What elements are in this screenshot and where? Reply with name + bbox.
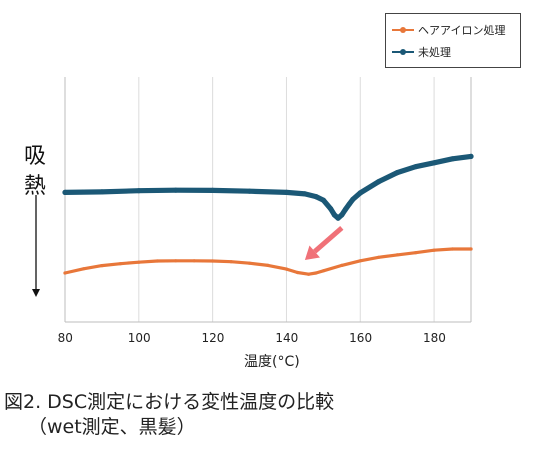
series-0-point-4 bbox=[137, 260, 141, 264]
axis-frame bbox=[64, 77, 472, 323]
vertical-gridlines bbox=[138, 77, 435, 322]
x-tick-label-140: 140 bbox=[275, 331, 299, 345]
series-1-point-1 bbox=[99, 189, 105, 195]
x-tick-label-180: 180 bbox=[422, 331, 446, 345]
series-0-point-5 bbox=[155, 259, 159, 263]
series-0-point-12 bbox=[284, 267, 289, 271]
y-axis-label-char-0: 吸 bbox=[24, 144, 47, 169]
legend-item-hair-iron: ヘアアイロン処理 bbox=[392, 22, 505, 38]
figure-caption-line-1: 図2. DSC測定における変性温度の比較 bbox=[4, 391, 335, 413]
series-1-point-3 bbox=[173, 187, 179, 193]
annotation-arrow-head-0 bbox=[304, 245, 320, 261]
series-0-point-9 bbox=[229, 260, 233, 264]
series-1-point-23 bbox=[468, 153, 474, 159]
series-0-point-18 bbox=[358, 259, 362, 263]
series-0-point-1 bbox=[81, 267, 86, 271]
series-0-point-7 bbox=[192, 259, 196, 263]
series-0-point-2 bbox=[100, 264, 104, 268]
series-1-point-14 bbox=[342, 206, 349, 212]
x-tick-label-120: 120 bbox=[201, 331, 225, 345]
x-tick-label-100: 100 bbox=[127, 331, 151, 345]
figure-caption-line-2: （wet測定、黒髪） bbox=[28, 416, 196, 438]
legend: ヘアアイロン処理 未処理 bbox=[385, 13, 521, 68]
series-1-point-5 bbox=[246, 188, 253, 194]
x-axis-label: 温度(°C) bbox=[244, 354, 300, 370]
series-0-point-3 bbox=[118, 262, 122, 266]
y-axis-down-arrow bbox=[32, 195, 40, 297]
series-1-point-20 bbox=[413, 164, 419, 170]
series-1-point-0 bbox=[62, 189, 68, 195]
series-0-point-15 bbox=[314, 271, 318, 275]
y-axis-label-char-1: 熱 bbox=[24, 174, 47, 199]
series-1-point-22 bbox=[449, 156, 456, 162]
series-0-point-14 bbox=[307, 272, 311, 276]
series-0-point-6 bbox=[174, 259, 178, 263]
series-0-point-0 bbox=[63, 271, 67, 275]
series-1-point-17 bbox=[357, 190, 363, 196]
series-1-point-13 bbox=[339, 212, 345, 218]
series-1-point-21 bbox=[431, 160, 437, 166]
series-1-point-7 bbox=[302, 191, 308, 197]
series-1-point-15 bbox=[346, 201, 352, 207]
x-tick-label-160: 160 bbox=[349, 331, 373, 345]
series-0-point-21 bbox=[414, 251, 418, 255]
legend-label-untreated: 未処理 bbox=[418, 46, 451, 59]
legend-label-hair-iron: ヘアアイロン処理 bbox=[418, 24, 506, 37]
series-1-point-4 bbox=[210, 187, 216, 193]
series-0-point-10 bbox=[247, 261, 252, 265]
series-0-point-8 bbox=[211, 259, 215, 263]
x-tick-label-80: 80 bbox=[57, 331, 73, 345]
series-1-point-18 bbox=[376, 179, 382, 185]
series-0-point-16 bbox=[321, 269, 325, 273]
legend-item-untreated: 未処理 bbox=[392, 44, 451, 60]
series-layer bbox=[62, 153, 474, 276]
series-1-point-12 bbox=[335, 215, 341, 221]
series-line-1 bbox=[62, 153, 474, 221]
series-1-point-8 bbox=[313, 194, 319, 200]
legend-swatch-untreated bbox=[392, 47, 414, 57]
series-1-point-2 bbox=[136, 188, 142, 194]
series-1-point-10 bbox=[328, 206, 334, 212]
series-1-point-11 bbox=[331, 212, 337, 218]
series-0-point-22 bbox=[432, 248, 436, 252]
legend-swatch-hair-iron bbox=[392, 25, 414, 35]
series-0-point-20 bbox=[395, 253, 399, 257]
series-0-point-17 bbox=[340, 263, 344, 267]
series-0-point-13 bbox=[295, 270, 300, 275]
series-1-point-6 bbox=[283, 189, 290, 195]
series-0-point-24 bbox=[469, 247, 473, 251]
series-0-point-11 bbox=[266, 263, 270, 267]
series-1-point-9 bbox=[320, 197, 326, 203]
series-line-0 bbox=[63, 247, 473, 276]
series-0-point-23 bbox=[450, 247, 455, 251]
series-0-point-19 bbox=[377, 255, 381, 259]
annotation-layer bbox=[304, 226, 344, 261]
series-1-point-16 bbox=[350, 196, 356, 202]
series-1-point-19 bbox=[394, 170, 400, 176]
annotation-arrow-shaft-0 bbox=[313, 226, 344, 254]
